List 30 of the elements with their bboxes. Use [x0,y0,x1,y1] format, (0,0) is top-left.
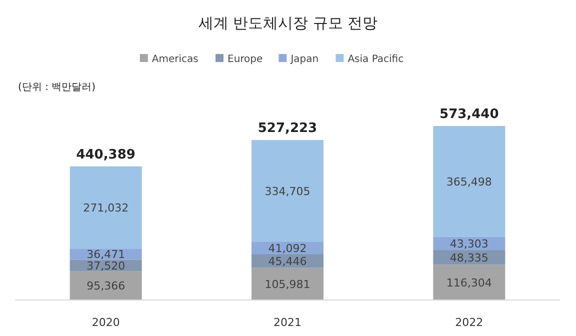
data-label: 37,520 [86,259,126,272]
data-label: 41,092 [268,242,307,255]
legend-label: Europe [228,54,263,65]
bar [70,271,142,300]
data-label: 48,335 [450,251,488,264]
bar [433,126,506,237]
legend-label: Americas [152,54,198,65]
chart-title: 세계 반도체시장 규모 전망 [198,14,378,32]
total-label: 573,440 [440,107,499,122]
bar [70,166,142,249]
bar [252,140,324,242]
text: (단위 : 백만달러) [18,82,96,93]
data-label: 43,303 [450,237,488,250]
legend-label: Asia Pacific [348,54,404,65]
data-label: 45,446 [268,254,307,268]
data-label: 105,981 [264,278,310,291]
total-label: 527,223 [258,121,318,136]
bar [433,264,506,300]
legend-label: Japan [290,54,319,65]
data-label: 334,705 [264,184,310,198]
data-label: 116,304 [446,276,492,290]
bar [252,268,324,300]
data-label: 36,471 [86,248,126,262]
data-label: 365,498 [446,175,492,188]
data-label: 95,366 [86,280,126,293]
x-tick-label: 2020 [92,316,120,329]
x-tick-label: 2021 [274,316,302,329]
total-label: 440,389 [76,147,136,162]
x-tick-label: 2022 [455,316,484,329]
data-label: 271,032 [83,201,129,214]
